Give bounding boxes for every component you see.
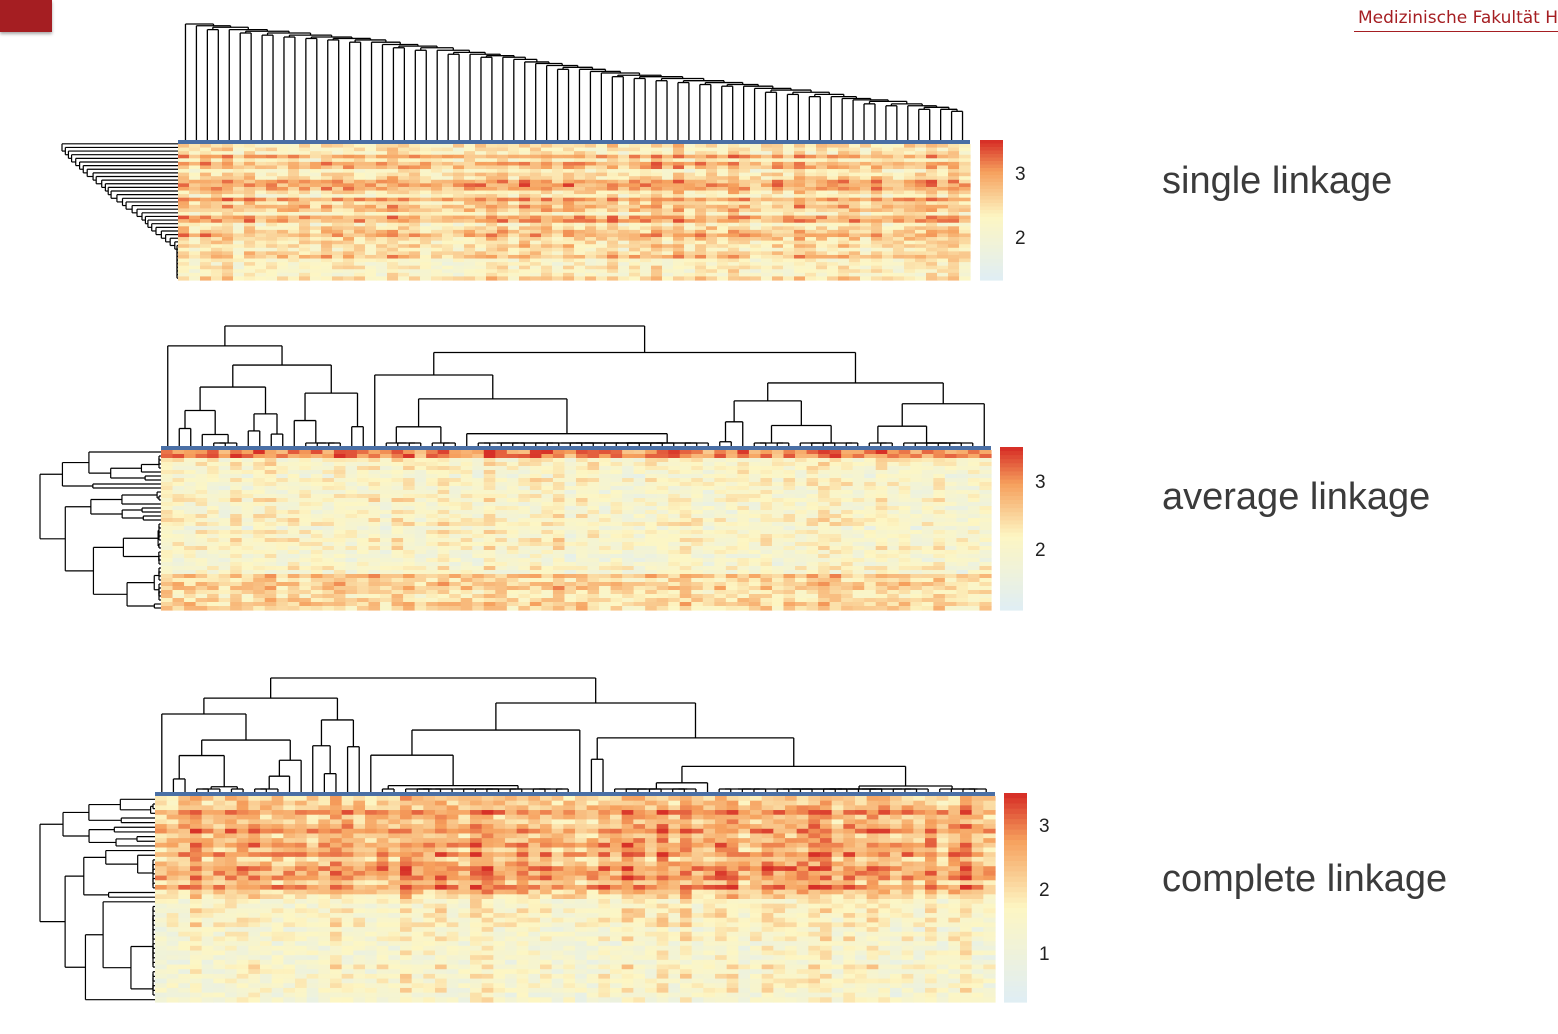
- legend-tick-label: 3: [1039, 816, 1050, 837]
- panel-label-single: single linkage: [1162, 160, 1393, 202]
- legend-tick-label: 3: [1035, 472, 1046, 493]
- brand-logo-block: [0, 0, 52, 32]
- panel-label-complete: complete linkage: [1162, 858, 1448, 900]
- institution-header: Medizinische Fakultät H: [1353, 8, 1558, 32]
- panel-single-linkage: 32: [61, 23, 1026, 281]
- legend-tick-label: 2: [1015, 228, 1026, 249]
- panel-label-average: average linkage: [1162, 476, 1431, 518]
- panel-average-linkage: 32: [39, 325, 1046, 611]
- legend-tick-label: 1: [1039, 944, 1050, 965]
- legend-tick-label: 3: [1015, 164, 1026, 185]
- panel-complete-linkage: 3 2 1: [39, 677, 1050, 1003]
- legend-tick-label: 2: [1035, 540, 1046, 561]
- legend-tick-label: 2: [1039, 880, 1050, 901]
